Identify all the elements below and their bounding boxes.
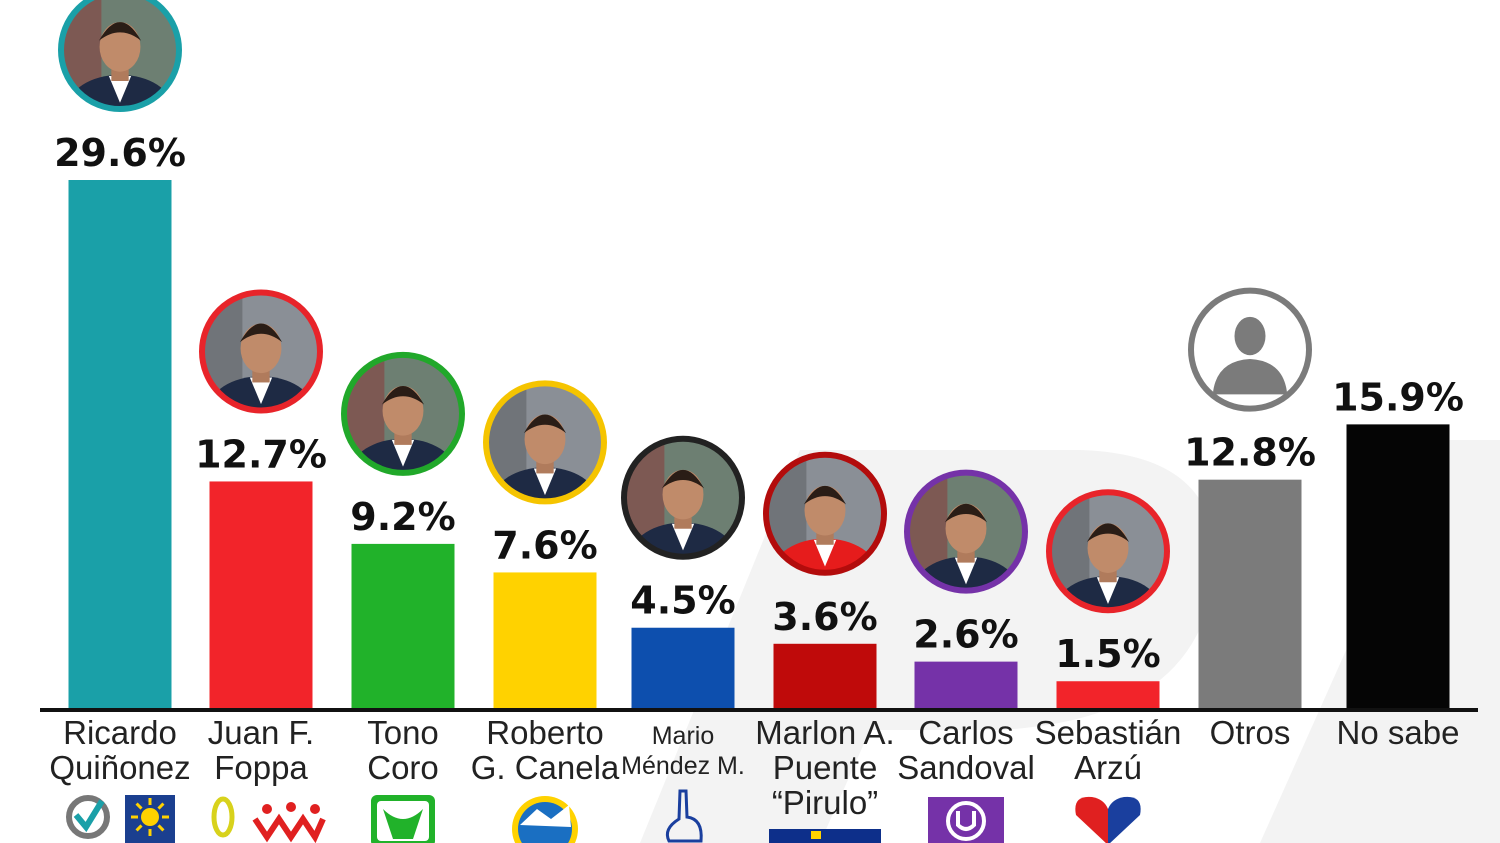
prosperidad-logo	[371, 795, 435, 843]
category-label-no-sabe-line-1: No sabe	[1337, 714, 1460, 751]
purple-party-logo	[928, 797, 1004, 843]
category-label-otros-line-1: Otros	[1210, 714, 1291, 751]
category-label-roberto-g-canela-line-2: G. Canela	[471, 749, 620, 786]
cambio-logo	[769, 829, 881, 843]
candidate-photo-sebastian-arzu	[1046, 489, 1170, 614]
category-label-juan-f-foppa-line-2: Foppa	[214, 749, 308, 786]
value-label-ricardo-quinonez: 29.6%	[54, 131, 186, 175]
candidate-photo-juan-f-foppa	[199, 289, 323, 414]
bar-ricardo-quinonez	[68, 180, 172, 708]
category-label-ricardo-quinonez-line-1: Ricardo	[63, 714, 177, 751]
heart-hands-logo	[1075, 796, 1141, 843]
candidate-photo-roberto-g-canela	[483, 380, 607, 505]
category-label-tono-coro-line-1: Tono	[367, 714, 439, 751]
category-label-roberto-g-canela-line-1: Roberto	[486, 714, 603, 751]
category-label-carlos-sandoval-line-1: Carlos	[918, 714, 1013, 751]
logos-layer	[66, 789, 1141, 843]
bar-no-sabe	[1346, 424, 1450, 708]
silhouette-icon	[1188, 287, 1312, 412]
bar-marlon-a-puente-pirulo	[773, 643, 877, 708]
bar-roberto-g-canela	[493, 572, 597, 708]
candidate-photo-carlos-sandoval	[904, 469, 1028, 594]
category-label-carlos-sandoval-line-2: Sandoval	[897, 749, 1035, 786]
value-label-sebastian-arzu: 1.5%	[1055, 632, 1160, 676]
category-label-marlon-a-puente-pirulo-line-1: Marlon A.	[755, 714, 894, 751]
bar-carlos-sandoval	[914, 661, 1018, 708]
candidate-photo-ricardo-quinonez	[58, 0, 182, 112]
category-label-ricardo-quinonez-line-2: Quiñonez	[49, 749, 190, 786]
value-label-roberto-g-canela: 7.6%	[492, 523, 597, 567]
category-label-sebastian-arzu-line-1: Sebastián	[1035, 714, 1182, 751]
value-label-mario-mendez-m: 4.5%	[630, 579, 735, 623]
category-label-sebastian-arzu-line-2: Arzú	[1074, 749, 1142, 786]
value-label-marlon-a-puente-pirulo: 3.6%	[772, 595, 877, 639]
candidate-photo-marlon-a-puente-pirulo	[763, 451, 887, 576]
hand-logo	[665, 789, 703, 843]
creo-logo	[512, 796, 578, 843]
category-label-marlon-a-puente-pirulo-line-3: “Pirulo”	[772, 784, 878, 821]
category-label-mario-mendez-m-line-1: Mario	[652, 722, 715, 750]
winaq-logo	[211, 796, 326, 843]
value-label-tono-coro: 9.2%	[350, 495, 455, 539]
bar-otros	[1198, 479, 1302, 708]
value-label-no-sabe: 15.9%	[1332, 375, 1464, 419]
candidate-photo-tono-coro	[341, 351, 465, 476]
value-label-juan-f-foppa: 12.7%	[195, 432, 327, 476]
category-label-juan-f-foppa-line-1: Juan F.	[208, 714, 314, 751]
bar-tono-coro	[351, 543, 455, 708]
bars-layer	[68, 180, 1450, 708]
value-label-otros: 12.8%	[1184, 431, 1316, 475]
value-label-carlos-sandoval: 2.6%	[913, 613, 1018, 657]
candidate-photo-mario-mendez-m	[621, 435, 745, 560]
bar-juan-f-foppa	[209, 481, 313, 708]
bar-mario-mendez-m	[631, 627, 735, 708]
valor-unionista-logo	[66, 795, 175, 843]
category-label-marlon-a-puente-pirulo-line-2: Puente	[773, 749, 878, 786]
category-label-mario-mendez-m-line-2: Méndez M.	[621, 752, 745, 780]
bar-sebastian-arzu	[1056, 681, 1160, 708]
category-label-tono-coro-line-2: Coro	[367, 749, 439, 786]
